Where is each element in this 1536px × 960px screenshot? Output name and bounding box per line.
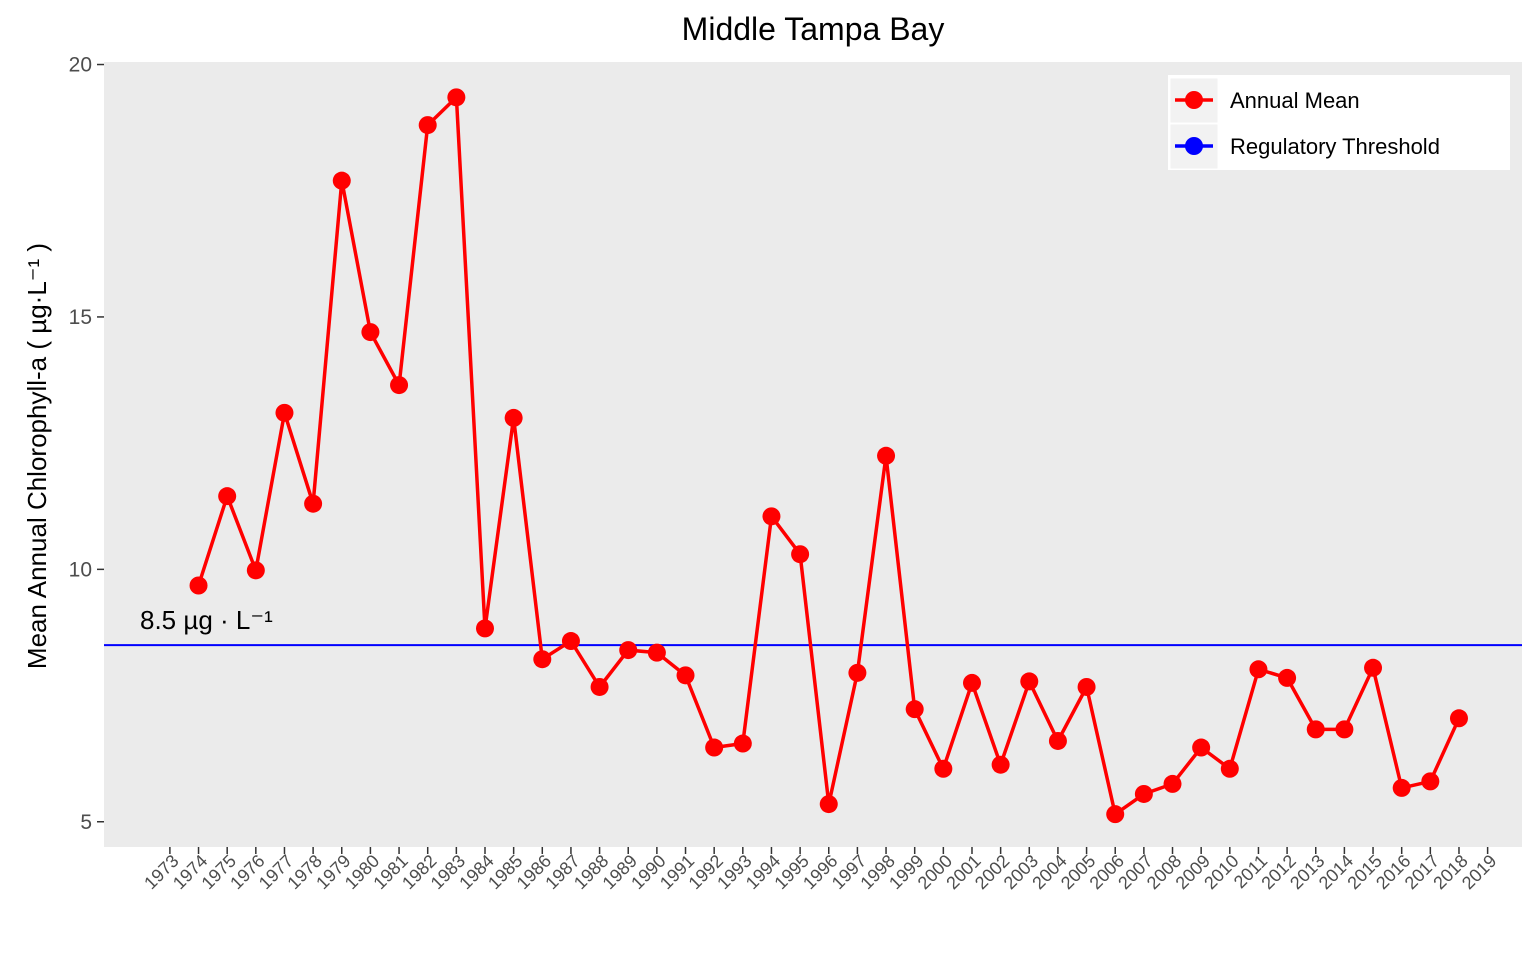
data-point-2001 [962,673,981,692]
data-point-1983 [447,88,466,107]
data-point-1992 [705,738,724,757]
data-point-1975 [218,487,237,506]
data-point-1976 [246,561,265,580]
legend-key-point-threshold [1185,137,1203,155]
data-point-2003 [1020,672,1039,691]
data-point-1988 [590,677,609,696]
data-point-1982 [418,116,437,135]
data-point-2012 [1278,668,1297,687]
series-points-annual-mean [189,88,1468,824]
data-point-1997 [848,663,867,682]
legend: Annual Mean Regulatory Threshold [1168,75,1510,170]
data-point-1977 [275,403,294,422]
data-point-1986 [533,650,552,669]
data-point-2017 [1421,772,1440,791]
data-point-2002 [991,755,1010,774]
data-point-1978 [304,494,323,513]
data-point-2010 [1220,759,1239,778]
chart-title: Middle Tampa Bay [682,11,945,47]
threshold-label: 8.5 µg · L⁻¹ [140,605,273,635]
data-point-1993 [733,734,752,753]
data-point-2004 [1048,731,1067,750]
data-point-1974 [189,576,208,595]
legend-box [1168,75,1510,170]
data-point-2015 [1364,658,1383,677]
y-axis: 5 10 15 20 [69,54,104,834]
data-point-2000 [934,759,953,778]
data-point-2006 [1106,805,1125,824]
legend-key-point-annual-mean [1185,91,1203,109]
data-point-2013 [1306,720,1325,739]
x-axis: 1973197419751976197719781979198019811982… [140,847,1500,893]
y-tick-label: 10 [69,558,92,581]
data-point-1984 [475,619,494,638]
data-point-1996 [819,795,838,814]
data-point-2014 [1335,720,1354,739]
data-point-2009 [1192,738,1211,757]
data-point-1985 [504,408,523,427]
data-point-1991 [676,666,695,685]
data-point-2011 [1249,660,1268,679]
legend-label-threshold: Regulatory Threshold [1230,134,1440,159]
legend-label-annual-mean: Annual Mean [1230,88,1360,113]
data-point-2018 [1449,709,1468,728]
data-point-2005 [1077,677,1096,696]
y-tick-label: 15 [69,306,92,329]
data-point-2016 [1392,778,1411,797]
data-point-1987 [561,632,580,651]
data-point-1999 [905,700,924,719]
data-point-1998 [877,446,896,465]
data-point-1989 [619,641,638,660]
data-point-1981 [390,376,409,395]
y-tick-label: 5 [80,811,92,834]
data-point-1990 [647,643,666,662]
data-point-1994 [762,507,781,526]
data-point-1979 [332,171,351,190]
data-point-2007 [1134,784,1153,803]
y-tick-label: 20 [69,54,92,77]
data-point-1995 [791,545,810,564]
data-point-1980 [361,323,380,342]
y-axis-label: Mean Annual Chlorophyll-a ( µg·L⁻¹ ) [22,243,52,669]
data-point-2008 [1163,774,1182,793]
x-tick-label: 2019 [1458,851,1500,893]
